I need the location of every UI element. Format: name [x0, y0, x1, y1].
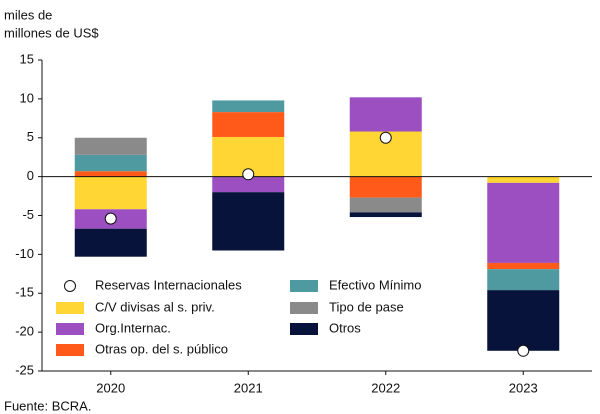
- y-label: millones de US$: [4, 25, 99, 40]
- legend-swatch: [290, 280, 318, 292]
- bar-segment: [74, 176, 147, 210]
- legend-label: Otras op. del s. público: [95, 341, 228, 356]
- x-tick-label: 2022: [371, 380, 400, 395]
- legend-swatch: [56, 344, 84, 356]
- y-tick-label: -5: [22, 207, 34, 222]
- y-tick-label: -15: [15, 285, 34, 300]
- source: Fuente: BCRA.: [4, 398, 91, 413]
- legend-label: C/V divisas al s. priv.: [95, 299, 215, 314]
- y-tick-label: -20: [15, 324, 34, 339]
- bar-segment: [349, 176, 422, 198]
- marker: [242, 168, 255, 181]
- y-tick-label: 5: [27, 129, 34, 144]
- bar-segment: [487, 176, 560, 183]
- bar-segment: [349, 197, 422, 213]
- legend-label: Reservas Internacionales: [95, 277, 242, 292]
- marker: [517, 344, 530, 357]
- bar-segment: [487, 262, 560, 270]
- marker: [379, 131, 392, 144]
- y-label: miles de: [4, 7, 52, 22]
- legend-label: Tipo de pase: [329, 299, 404, 314]
- x-tick-label: 2020: [96, 380, 125, 395]
- bar-segment: [74, 228, 147, 257]
- marker: [104, 212, 117, 225]
- bar-segment: [487, 182, 560, 263]
- y-tick-label: -10: [15, 246, 34, 261]
- bar-segment: [74, 137, 147, 155]
- bar-segment: [74, 154, 147, 172]
- bar-segment: [349, 97, 422, 132]
- legend-label: Otros: [329, 320, 361, 335]
- y-tick-label: 0: [27, 168, 34, 183]
- bar-segment: [487, 290, 560, 351]
- legend-label: Org.Internac.: [95, 320, 171, 335]
- x-tick-label: 2021: [234, 380, 263, 395]
- legend-swatch: [290, 302, 318, 314]
- bar-segment: [212, 100, 285, 113]
- legend-swatch: [290, 323, 318, 335]
- legend-label: Efectivo Mínimo: [329, 277, 421, 292]
- y-tick-label: 15: [20, 51, 34, 66]
- x-tick-label: 2023: [509, 380, 538, 395]
- y-tick-label: -25: [15, 362, 34, 377]
- bar-segment: [212, 112, 285, 137]
- legend-swatch: [56, 323, 84, 335]
- legend-swatch: [56, 302, 84, 314]
- bar-segment: [487, 269, 560, 291]
- bar-segment: [212, 176, 285, 193]
- legend-marker: [64, 280, 76, 292]
- bar-segment: [349, 212, 422, 218]
- bar-segment: [74, 171, 147, 177]
- bar-segment: [212, 192, 285, 251]
- y-tick-label: 10: [20, 90, 34, 105]
